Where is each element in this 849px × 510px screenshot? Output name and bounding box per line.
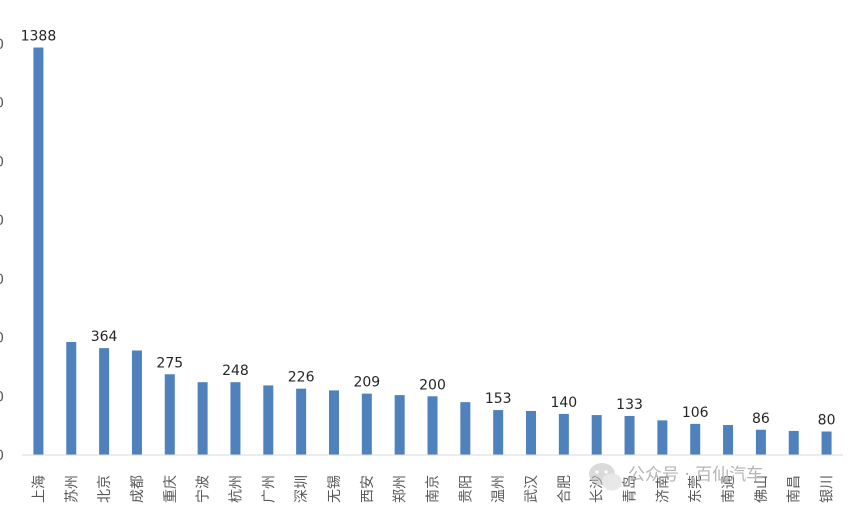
x-tick-label: 上海 — [31, 475, 47, 503]
bar — [690, 423, 701, 455]
x-tick-label: 温州 — [491, 475, 507, 503]
x-tick-label: 深圳 — [294, 475, 310, 503]
bar — [66, 341, 77, 455]
watermark: 公众号 · 百仙汽车 — [589, 463, 763, 491]
watermark-text: 公众号 · 百仙汽车 — [628, 465, 763, 485]
x-tick-label: 重庆 — [163, 475, 179, 503]
data-label: 209 — [353, 375, 380, 391]
bar — [394, 395, 405, 455]
x-tick-label: 贵阳 — [458, 475, 474, 503]
x-tick-label: 南通 — [721, 475, 737, 503]
bar — [788, 430, 799, 455]
x-tick-label: 西安 — [360, 475, 376, 503]
bar — [526, 410, 537, 455]
x-tick-label: 南昌 — [787, 475, 803, 503]
y-tick-label: 0 — [0, 448, 4, 464]
data-label: 200 — [419, 377, 446, 393]
x-tick-label: 武汉 — [524, 475, 540, 503]
bar — [33, 47, 44, 455]
bar — [99, 348, 110, 455]
data-label: 106 — [682, 405, 709, 421]
bar — [657, 420, 668, 455]
x-tick-label: 南京 — [426, 475, 442, 503]
data-label: 364 — [91, 329, 118, 345]
y-tick-label: 0 — [0, 37, 4, 53]
data-label: 133 — [616, 397, 643, 413]
x-tick-label: 广州 — [261, 475, 277, 503]
x-tick-label: 北京 — [97, 475, 113, 503]
y-tick-label: 0 — [0, 154, 4, 170]
bar — [263, 385, 274, 455]
y-tick-label: 0 — [0, 96, 4, 112]
wechat-icon — [589, 463, 622, 491]
x-tick-label: 宁波 — [195, 475, 212, 503]
bar — [197, 382, 208, 455]
bar — [230, 382, 241, 455]
bar — [460, 402, 471, 455]
y-tick-label: 0 — [0, 331, 4, 347]
y-tick-label: 0 — [0, 213, 4, 229]
data-label: 226 — [288, 370, 315, 386]
bar — [755, 429, 766, 455]
data-label: 86 — [752, 411, 770, 427]
x-tick-label: 合肥 — [557, 475, 573, 503]
x-tick-label: 成都 — [130, 475, 146, 503]
bar — [361, 393, 372, 455]
x-tick-label: 佛山 — [754, 475, 770, 503]
y-tick-label: 0 — [0, 272, 4, 288]
x-tick-label: 青岛 — [623, 475, 639, 503]
bar — [427, 396, 438, 455]
x-tick-label: 苏州 — [64, 475, 80, 503]
data-label: 140 — [550, 395, 577, 411]
x-tick-label: 东莞 — [688, 475, 704, 503]
x-tick-label: 杭州 — [228, 475, 244, 503]
bar — [296, 388, 307, 455]
x-axis-labels: 上海 苏州 北京 成都 重庆 宁波 杭州 广州 深圳 无锡 西安 郑州 南京 贵阳 温州 武汉 合肥 长沙 青岛 济南… — [31, 475, 835, 503]
data-label: 80 — [818, 413, 836, 429]
bar — [131, 350, 142, 455]
bar — [624, 415, 635, 455]
bar — [821, 431, 832, 455]
data-label: 275 — [156, 355, 183, 371]
bar — [723, 425, 734, 455]
x-tick-label: 郑州 — [393, 475, 409, 503]
data-label: 1388 — [21, 29, 57, 45]
bars — [33, 47, 832, 455]
x-tick-label: 无锡 — [327, 475, 343, 503]
x-tick-label: 济南 — [655, 475, 671, 503]
bar — [328, 390, 339, 455]
y-axis-ticks: 0 0 0 0 0 0 0 0 — [0, 37, 4, 464]
bar — [493, 410, 504, 455]
data-label: 248 — [222, 363, 249, 379]
bar — [558, 413, 569, 455]
bar — [591, 415, 602, 455]
bar — [164, 374, 175, 455]
data-label: 153 — [485, 391, 512, 407]
y-tick-label: 0 — [0, 389, 4, 405]
x-tick-label: 银川 — [820, 475, 836, 503]
data-labels: 1388 364 275 248 226 209 200 153 140 133 106 86 80 — [21, 29, 836, 429]
